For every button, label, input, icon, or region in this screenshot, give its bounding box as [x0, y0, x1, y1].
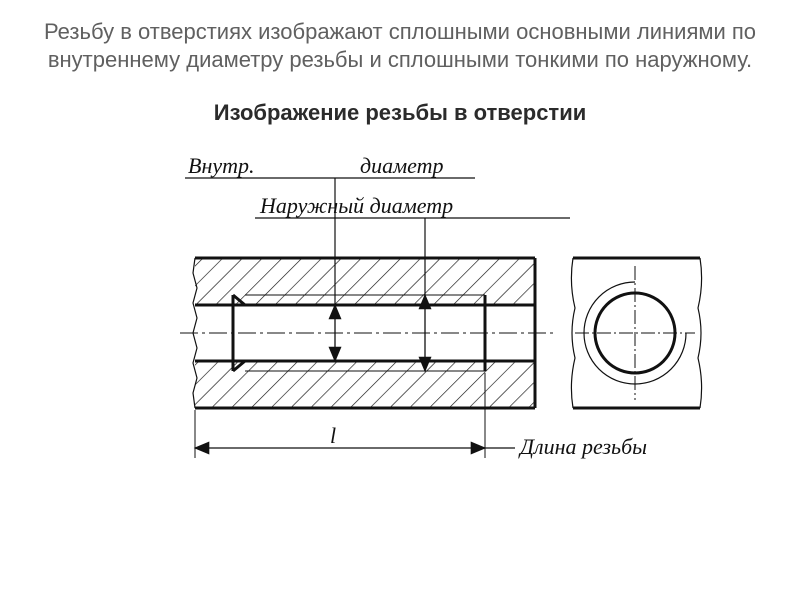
label-len-symbol: l — [330, 423, 336, 448]
label-diameter-1: диаметр — [360, 153, 444, 178]
subtitle: Изображение резьбы в отверстии — [0, 100, 800, 126]
thread-diagram: Внутр. диаметр Наружный диаметр l Длина … — [75, 148, 725, 488]
section-view — [180, 258, 555, 408]
page-title: Резьбу в отверстиях изображают сплошными… — [0, 0, 800, 74]
label-thread-length: Длина резьбы — [518, 434, 647, 459]
end-view — [571, 258, 701, 408]
label-outer: Наружный диаметр — [259, 193, 453, 218]
label-inner: Внутр. — [188, 153, 255, 178]
